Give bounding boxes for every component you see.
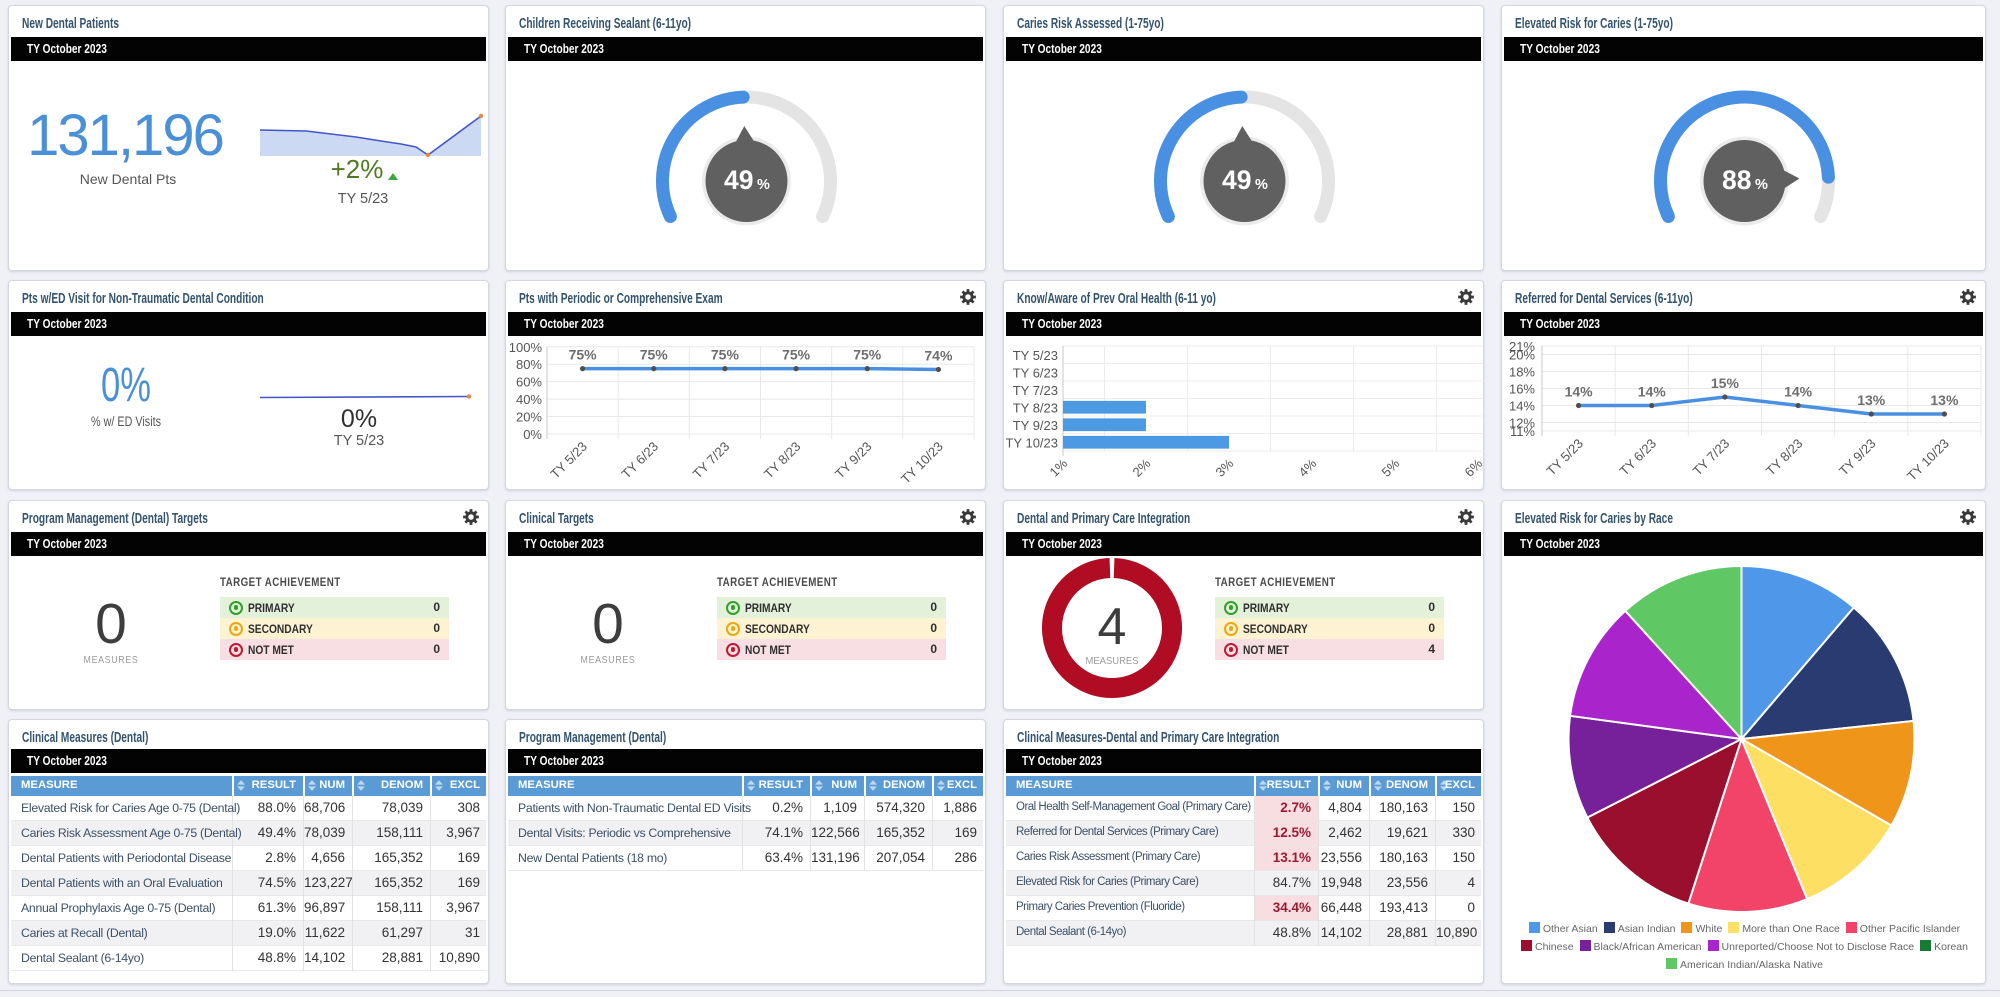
svg-text:TY 9/23: TY 9/23: [832, 439, 875, 482]
svg-text:18%: 18%: [1509, 365, 1535, 380]
svg-text:13%: 13%: [1930, 392, 1959, 408]
svg-text:TY 6/23: TY 6/23: [619, 439, 662, 482]
svg-text:14%: 14%: [1638, 384, 1667, 400]
svg-text:75%: 75%: [711, 347, 740, 363]
svg-text:74%: 74%: [924, 347, 953, 363]
svg-text:TY 5/23: TY 5/23: [1013, 348, 1058, 363]
svg-text:%: %: [1255, 177, 1268, 193]
svg-text:40%: 40%: [516, 392, 542, 407]
svg-text:TY 7/23: TY 7/23: [1690, 436, 1733, 479]
svg-text:14%: 14%: [1565, 384, 1594, 400]
svg-text:16%: 16%: [1509, 382, 1535, 397]
svg-text:TY 5/23: TY 5/23: [1543, 436, 1586, 479]
svg-text:TY 10/23: TY 10/23: [1006, 435, 1058, 450]
svg-text:TY 5/23: TY 5/23: [547, 439, 590, 482]
svg-text:75%: 75%: [853, 347, 882, 363]
svg-text:80%: 80%: [516, 357, 542, 372]
svg-text:TY 8/23: TY 8/23: [761, 439, 804, 482]
svg-text:TY 9/23: TY 9/23: [1836, 436, 1879, 479]
svg-text:75%: 75%: [782, 347, 811, 363]
svg-text:1%: 1%: [1047, 456, 1071, 480]
svg-text:49: 49: [724, 165, 753, 195]
svg-text:4: 4: [1098, 598, 1127, 656]
svg-text:TY 10/23: TY 10/23: [898, 439, 946, 487]
svg-text:14%: 14%: [1784, 384, 1813, 400]
svg-text:21%: 21%: [1509, 339, 1535, 354]
svg-text:2%: 2%: [1130, 456, 1154, 480]
svg-text:TY 8/23: TY 8/23: [1013, 400, 1058, 415]
svg-text:3%: 3%: [1213, 456, 1237, 480]
svg-text:13%: 13%: [1857, 392, 1886, 408]
svg-text:TY 6/23: TY 6/23: [1013, 365, 1058, 380]
svg-text:TY 7/23: TY 7/23: [690, 439, 733, 482]
svg-text:4%: 4%: [1296, 456, 1320, 480]
svg-text:60%: 60%: [516, 375, 542, 390]
svg-text:5%: 5%: [1379, 456, 1403, 480]
svg-text:49: 49: [1222, 165, 1251, 195]
svg-text:%: %: [757, 177, 770, 193]
svg-text:TY 6/23: TY 6/23: [1617, 436, 1660, 479]
svg-text:MEASURES: MEASURES: [1086, 655, 1139, 667]
svg-text:75%: 75%: [640, 347, 669, 363]
svg-text:15%: 15%: [1711, 375, 1740, 391]
svg-text:100%: 100%: [509, 340, 543, 355]
svg-text:TY 8/23: TY 8/23: [1763, 436, 1806, 479]
svg-text:14%: 14%: [1509, 399, 1535, 414]
svg-text:20%: 20%: [516, 410, 542, 425]
svg-text:TY 10/23: TY 10/23: [1904, 436, 1952, 484]
svg-text:0%: 0%: [523, 427, 542, 442]
svg-text:%: %: [1755, 177, 1768, 193]
svg-text:20%: 20%: [1509, 348, 1535, 363]
svg-text:TY 9/23: TY 9/23: [1013, 418, 1058, 433]
svg-text:TY 7/23: TY 7/23: [1013, 383, 1058, 398]
svg-text:12%: 12%: [1509, 416, 1535, 431]
svg-text:88: 88: [1722, 165, 1751, 195]
svg-text:6%: 6%: [1462, 456, 1483, 480]
svg-text:11%: 11%: [1510, 424, 1535, 439]
svg-text:75%: 75%: [569, 347, 598, 363]
